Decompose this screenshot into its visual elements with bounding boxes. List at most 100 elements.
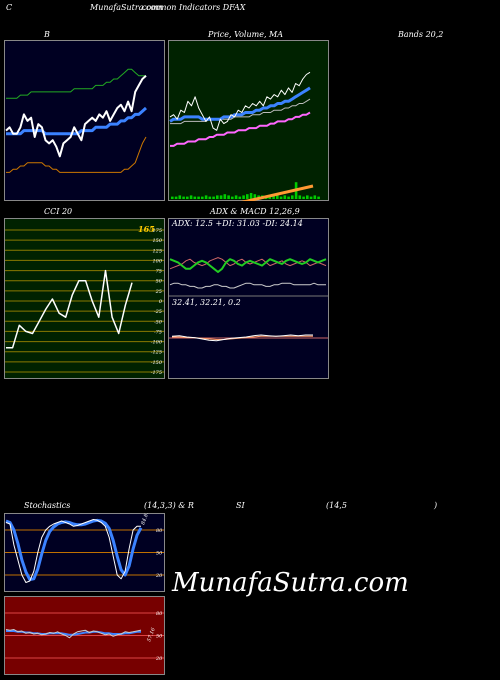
rsi-params: (14,5 [326, 501, 347, 510]
cci-chart: 175 150 125 100 75 50 25 0 -25 -50 -75 -100 -125 -150… [4, 218, 165, 379]
price-title: Price, Volume, MA [208, 30, 284, 39]
cci-tick-label: 50 [156, 279, 163, 285]
stochastics-chart: 80 50 20 84.87 [4, 513, 165, 592]
volume-bar [204, 195, 208, 199]
volume-bar [249, 193, 253, 199]
volume-bar [317, 196, 320, 199]
cci-tick-label: 125 [152, 248, 162, 254]
volume-bar [309, 196, 313, 199]
macd-values: 32.41, 32.21, 0.2 [172, 298, 241, 307]
stoch-tick-label: 50 [156, 551, 163, 557]
volume-bar [201, 196, 204, 199]
volume-bar [234, 195, 238, 199]
rsi-chart: 80 50 20 57.16 [4, 596, 165, 675]
volume-bar [279, 196, 283, 199]
bollinger-chart [4, 40, 165, 201]
stoch-tick-label: 20 [155, 573, 163, 579]
cci-tick-label: -150 [151, 360, 163, 366]
price-volume-ma-chart [168, 40, 329, 201]
rsi-tick-label: 50 [156, 634, 163, 640]
trend-line [240, 184, 314, 201]
volume-bar [174, 196, 178, 199]
panel-frame [168, 218, 329, 379]
cci-tick-label: 100 [152, 258, 162, 264]
cci-tick-label: 150 [152, 238, 162, 244]
bb-title: B [44, 30, 50, 39]
rsi-line [5, 629, 142, 639]
volume-bar [291, 195, 294, 199]
volume-bar [231, 196, 234, 199]
volume-bar [212, 196, 215, 199]
volume-bar [238, 196, 242, 199]
rsi-title: SI [236, 501, 245, 510]
stoch-k-line [5, 519, 141, 583]
cci-tick-label: -50 [154, 319, 163, 325]
ma-line-blue [169, 86, 311, 123]
volume-bar [216, 195, 219, 199]
adx-line [169, 282, 326, 289]
volume-bar [253, 194, 257, 199]
cci-line [6, 269, 133, 349]
volume-bar [197, 196, 200, 199]
rsi-close-paren: ) [434, 501, 438, 510]
header-brand: MunafaSutra.com [90, 3, 163, 12]
cci-tick-label: 0 [159, 299, 163, 305]
cci-tick-label: -125 [151, 350, 162, 356]
stoch-title: Stochastics [24, 501, 71, 510]
panel-frame [4, 218, 165, 379]
cci-tick-label: -175 [151, 370, 162, 376]
volume-bar [242, 195, 245, 199]
volume-bar [227, 195, 230, 199]
bands-title: Bands 20,2 [398, 30, 444, 39]
header-letter: C [6, 3, 13, 12]
ma-line-grey [170, 98, 311, 125]
volume-bar [276, 195, 279, 199]
stoch-last-value: 84.87 [140, 513, 151, 526]
volume-bar [171, 196, 174, 199]
macd-line [171, 334, 313, 342]
adx-macd-chart [168, 218, 329, 379]
volume-bar [189, 195, 193, 199]
adx-macd-title: ADX & MACD 12,26,9 [210, 207, 300, 216]
volume-bar [219, 195, 223, 199]
cci-last-value: 165 [138, 224, 155, 234]
panel-frame [168, 40, 329, 201]
adx-values: ADX: 12.5 +DI: 31.03 -DI: 24.14 [172, 219, 303, 228]
bb-upper-band [6, 68, 146, 99]
cci-tick-label: -75 [154, 329, 162, 335]
volume-bar [193, 196, 197, 199]
volume-bar [246, 194, 249, 199]
volume-bar [306, 195, 309, 199]
cci-title: CCI 20 [44, 207, 73, 216]
bb-lower-band [6, 136, 147, 173]
volume-bar [186, 196, 189, 199]
adx-plus-di-line [169, 258, 327, 273]
cci-tick-label: -100 [151, 340, 163, 346]
volume-bar [182, 196, 185, 199]
volume-bar [298, 195, 302, 199]
rsi-last-value: 57.16 [146, 626, 157, 642]
cci-tick-label: 175 [152, 228, 162, 234]
rsi-tick-label: 80 [156, 611, 163, 617]
stoch-d-line [5, 518, 143, 581]
volume-bar [272, 194, 275, 199]
bb-middle-band [6, 106, 147, 136]
cci-tick-label: 75 [156, 269, 162, 275]
stoch-params: (14,3,3) & R [144, 501, 194, 510]
volume-bar [302, 196, 305, 199]
header-subtitle: common Indicators DFAX [142, 3, 246, 12]
volume-bar [178, 195, 182, 199]
cci-tick-label: -25 [154, 309, 162, 315]
price-line [169, 71, 311, 131]
cci-tick-label: 25 [155, 289, 162, 295]
bb-price-line [5, 75, 147, 158]
watermark: MunafaSutra.com [172, 568, 409, 598]
volume-bar [287, 196, 290, 199]
stoch-tick-label: 80 [156, 528, 163, 534]
volume-bar [208, 196, 212, 199]
rsi-tick-label: 20 [155, 656, 163, 662]
volume-bar [283, 195, 287, 199]
volume-bar [223, 194, 227, 199]
volume-bar [313, 195, 317, 199]
ma-line-pink [170, 111, 311, 147]
